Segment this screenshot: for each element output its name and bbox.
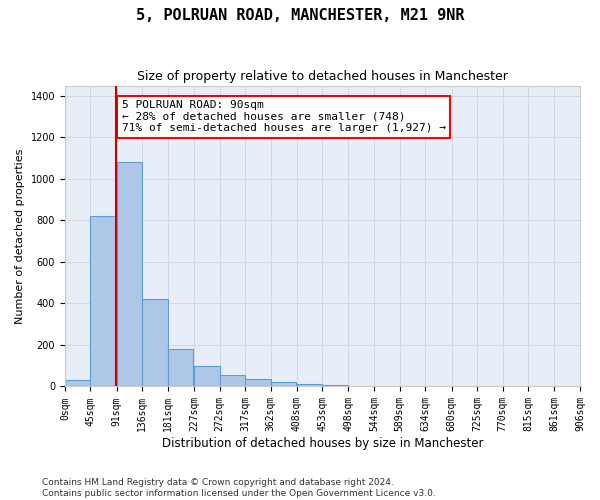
Y-axis label: Number of detached properties: Number of detached properties: [15, 148, 25, 324]
Text: 5 POLRUAN ROAD: 90sqm
← 28% of detached houses are smaller (748)
71% of semi-det: 5 POLRUAN ROAD: 90sqm ← 28% of detached …: [122, 100, 446, 134]
Bar: [116, 162, 142, 386]
Bar: [271, 382, 296, 386]
Bar: [91, 216, 116, 386]
Bar: [65, 380, 91, 386]
Bar: [168, 349, 193, 387]
Bar: [220, 375, 245, 386]
Bar: [142, 300, 168, 386]
Bar: [245, 379, 271, 386]
Bar: [194, 366, 220, 386]
Text: Contains HM Land Registry data © Crown copyright and database right 2024.
Contai: Contains HM Land Registry data © Crown c…: [42, 478, 436, 498]
Title: Size of property relative to detached houses in Manchester: Size of property relative to detached ho…: [137, 70, 508, 83]
X-axis label: Distribution of detached houses by size in Manchester: Distribution of detached houses by size …: [162, 437, 483, 450]
Text: 5, POLRUAN ROAD, MANCHESTER, M21 9NR: 5, POLRUAN ROAD, MANCHESTER, M21 9NR: [136, 8, 464, 22]
Bar: [297, 384, 322, 386]
